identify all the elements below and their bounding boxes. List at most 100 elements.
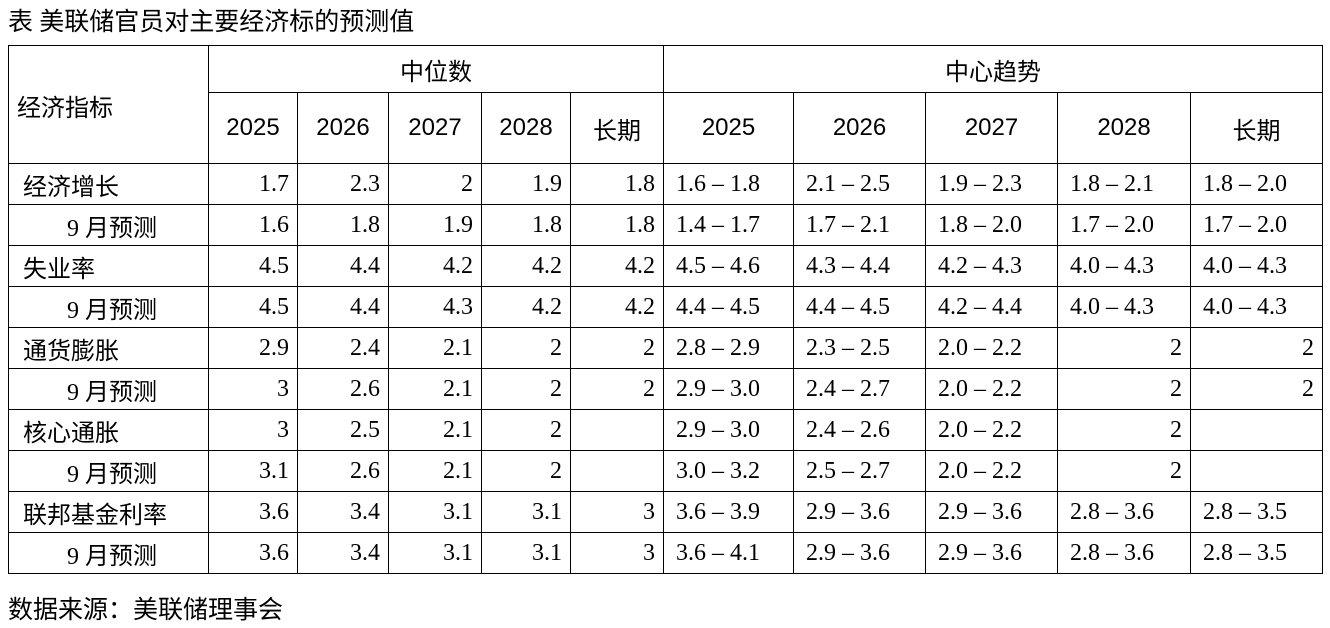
median-cell: 2 <box>481 409 571 451</box>
median-cell: 4.2 <box>481 245 571 287</box>
tendency-cell: 2.0 – 2.2 <box>925 409 1059 451</box>
data-row: 9 月预测 4.5 4.4 4.3 4.2 4.2 4.4 – 4.5 4.4 – 4.5 4.… <box>8 286 1324 328</box>
tendency-cell: 2.3 – 2.5 <box>793 327 927 369</box>
median-cell: 2.6 <box>297 450 389 492</box>
median-cell: 2 <box>481 450 571 492</box>
tendency-cell: 1.6 – 1.8 <box>663 163 795 205</box>
tendency-cell: 2.1 – 2.5 <box>793 163 927 205</box>
tendency-cell: 2 <box>1057 409 1192 451</box>
table-body: 经济增长 1.7 2.3 2 1.9 1.8 1.6 – 1.8 2.1 – 2.5 1.9 –… <box>8 163 1324 574</box>
row-label: 联邦基金利率 <box>8 491 209 533</box>
data-row: 核心通胀 3 2.5 2.1 2 2.9 – 3.0 2.4 – 2.6 2.0 – 2.2 2 <box>8 409 1324 451</box>
median-cell: 1.9 <box>388 204 482 246</box>
column-header: 长期 <box>1190 92 1324 164</box>
median-cell <box>569 450 665 492</box>
tendency-cell: 4.4 – 4.5 <box>663 286 795 328</box>
row-label: 9 月预测 <box>8 450 209 492</box>
column-header: 2027 <box>388 92 482 164</box>
tendency-cell: 4.3 – 4.4 <box>793 245 927 287</box>
median-cell: 2 <box>569 327 665 369</box>
row-label: 失业率 <box>8 245 209 287</box>
median-cell: 1.7 <box>208 163 298 205</box>
tendency-cell: 2.4 – 2.6 <box>793 409 927 451</box>
tendency-cell: 1.7 – 2.1 <box>793 204 927 246</box>
median-cell: 2 <box>388 163 482 205</box>
data-row: 9 月预测 3 2.6 2.1 2 2 2.9 – 3.0 2.4 – 2.7 2.0 – 2.… <box>8 368 1324 410</box>
tendency-cell: 4.0 – 4.3 <box>1057 245 1192 287</box>
tendency-cell: 2.8 – 3.5 <box>1190 491 1324 533</box>
tendency-cell: 2 <box>1057 327 1192 369</box>
tendency-cell: 4.2 – 4.3 <box>925 245 1059 287</box>
median-cell: 3.1 <box>481 491 571 533</box>
tendency-cell: 2.9 – 3.6 <box>925 491 1059 533</box>
median-cell: 2.1 <box>388 327 482 369</box>
row-label: 经济增长 <box>8 163 209 205</box>
tendency-cell: 1.4 – 1.7 <box>663 204 795 246</box>
data-row: 经济增长 1.7 2.3 2 1.9 1.8 1.6 – 1.8 2.1 – 2.5 1.9 –… <box>8 163 1324 205</box>
tendency-cell: 2 <box>1190 368 1324 410</box>
median-cell: 3.4 <box>297 491 389 533</box>
tendency-cell: 2.0 – 2.2 <box>925 327 1059 369</box>
median-cell: 2.3 <box>297 163 389 205</box>
tendency-cell: 4.0 – 4.3 <box>1190 245 1324 287</box>
row-label: 9 月预测 <box>8 286 209 328</box>
data-row: 通货膨胀 2.9 2.4 2.1 2 2 2.8 – 2.9 2.3 – 2.5 2.0 – 2… <box>8 327 1324 369</box>
header-row: 经济指标 中位数 中心趋势 <box>8 45 1324 164</box>
column-header: 2028 <box>481 92 571 164</box>
median-cell: 2.6 <box>297 368 389 410</box>
median-cell: 1.6 <box>208 204 298 246</box>
median-cell: 3 <box>569 532 665 574</box>
data-row: 9 月预测 3.1 2.6 2.1 2 3.0 – 3.2 2.5 – 2.7 2.0 – 2… <box>8 450 1324 492</box>
median-cell: 2.1 <box>388 450 482 492</box>
median-cell: 3.1 <box>208 450 298 492</box>
tendency-cell: 1.7 – 2.0 <box>1190 204 1324 246</box>
median-cell: 4.3 <box>388 286 482 328</box>
row-label: 9 月预测 <box>8 532 209 574</box>
median-cell: 1.8 <box>569 204 665 246</box>
median-cell: 2.9 <box>208 327 298 369</box>
tendency-cell: 2.5 – 2.7 <box>793 450 927 492</box>
tendency-cell: 4.5 – 4.6 <box>663 245 795 287</box>
median-cell: 1.8 <box>481 204 571 246</box>
column-header: 长期 <box>569 92 665 164</box>
median-cell: 1.8 <box>297 204 389 246</box>
tendency-cell: 1.8 – 2.1 <box>1057 163 1192 205</box>
median-cell: 2 <box>481 327 571 369</box>
tendency-cell: 2.9 – 3.6 <box>793 491 927 533</box>
tendency-cell: 4.2 – 4.4 <box>925 286 1059 328</box>
median-cell: 1.8 <box>569 163 665 205</box>
tendency-cell: 4.0 – 4.3 <box>1057 286 1192 328</box>
tendency-cell: 1.8 – 2.0 <box>925 204 1059 246</box>
forecast-table: 经济指标 中位数 中心趋势 2025 2026 2027 2028 长期 2025 2026… <box>8 45 1324 574</box>
source-note: 数据来源：美联储理事会 <box>8 597 284 624</box>
median-cell: 1.9 <box>481 163 571 205</box>
tendency-cell: 2.9 – 3.0 <box>663 368 795 410</box>
median-cell <box>569 409 665 451</box>
median-cell: 3.1 <box>388 532 482 574</box>
data-row: 9 月预测 1.6 1.8 1.9 1.8 1.8 1.4 – 1.7 1.7 – 2.1 1.… <box>8 204 1324 246</box>
median-cell: 4.4 <box>297 245 389 287</box>
tendency-cell: 3.6 – 4.1 <box>663 532 795 574</box>
median-cell: 4.2 <box>569 245 665 287</box>
column-header: 2025 <box>208 92 298 164</box>
tendency-cell: 1.9 – 2.3 <box>925 163 1059 205</box>
median-cell: 3 <box>208 368 298 410</box>
median-cell: 3 <box>208 409 298 451</box>
median-cell: 2 <box>569 368 665 410</box>
median-cell: 4.5 <box>208 286 298 328</box>
data-row: 9 月预测 3.6 3.4 3.1 3.1 3 3.6 – 4.1 2.9 – 3.6 2.9 … <box>8 532 1324 574</box>
column-header: 2028 <box>1057 92 1192 164</box>
tendency-cell: 2.8 – 3.5 <box>1190 532 1324 574</box>
median-cell: 2.1 <box>388 368 482 410</box>
tendency-cell: 3.0 – 3.2 <box>663 450 795 492</box>
column-header: 2025 <box>663 92 795 164</box>
group-header: 中心趋势 <box>663 45 1324 93</box>
data-row: 联邦基金利率 3.6 3.4 3.1 3.1 3 3.6 – 3.9 2.9 – 3.6 2.9… <box>8 491 1324 533</box>
median-cell: 3.4 <box>297 532 389 574</box>
tendency-cell: 1.8 – 2.0 <box>1190 163 1324 205</box>
tendency-cell: 2.8 – 3.6 <box>1057 532 1192 574</box>
tendency-cell: 2.9 – 3.6 <box>925 532 1059 574</box>
median-cell: 2 <box>481 368 571 410</box>
tendency-cell: 2 <box>1057 368 1192 410</box>
